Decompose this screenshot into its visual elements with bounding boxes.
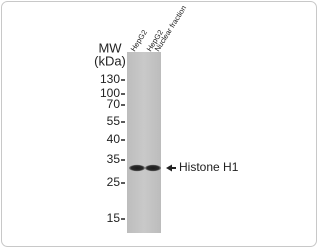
marker-label: 70	[107, 97, 121, 111]
marker-label: 55	[107, 114, 121, 128]
marker-label: 35	[107, 152, 121, 166]
mw-unit: (kDa)	[94, 53, 126, 68]
blot-figure: MW (kDa) HepG2 HepG2 Nuclear fraction Hi…	[0, 0, 318, 248]
gel	[127, 52, 161, 233]
band-label: Histone H1	[179, 160, 239, 174]
marker-label: 40	[107, 132, 121, 146]
marker-label: 15	[107, 211, 121, 225]
marker-label: 130	[100, 72, 120, 86]
marker-label: 25	[107, 175, 121, 189]
band	[129, 165, 145, 171]
band	[145, 165, 161, 171]
